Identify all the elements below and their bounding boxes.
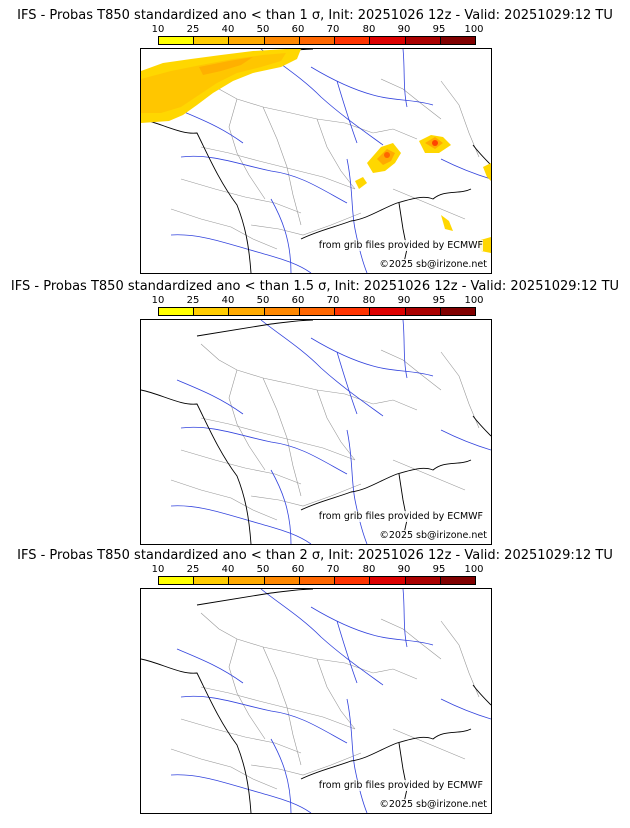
color-swatch: [299, 577, 336, 584]
france-basemap: [141, 320, 491, 544]
scale-labels: 10 25 40 50 60 70 80 90 95 100: [140, 564, 500, 576]
color-swatch: [264, 308, 300, 315]
probability-overlay: [141, 49, 491, 253]
color-swatch: [370, 577, 406, 584]
map-panel-1: IFS - Probas T850 standardized ano < tha…: [0, 8, 630, 278]
color-scale-bar: [158, 576, 476, 585]
scale-label: 95: [432, 24, 446, 35]
scale-label: 60: [291, 564, 305, 575]
scale-label: 10: [151, 295, 165, 306]
color-swatch: [229, 577, 265, 584]
scale-label: 25: [186, 295, 200, 306]
color-swatch: [194, 577, 230, 584]
scale-label: 50: [256, 564, 270, 575]
color-swatch: [229, 37, 265, 44]
scale-label: 60: [291, 24, 305, 35]
color-swatch: [159, 577, 195, 584]
color-swatch: [440, 577, 475, 584]
color-swatch: [229, 308, 265, 315]
source-credit: from grib files provided by ECMWF: [318, 240, 483, 251]
color-swatch: [370, 308, 406, 315]
france-basemap: [141, 589, 491, 813]
color-swatch: [264, 577, 300, 584]
map-panel-2: IFS - Probas T850 standardized ano < tha…: [0, 279, 630, 549]
scale-label: 80: [362, 564, 376, 575]
color-swatch: [335, 308, 371, 315]
color-swatch: [159, 37, 195, 44]
scale-label: 90: [397, 295, 411, 306]
scale-label: 70: [326, 295, 340, 306]
scale-label: 40: [221, 564, 235, 575]
scale-label: 40: [221, 24, 235, 35]
france-basemap: [141, 49, 491, 273]
color-swatch: [264, 37, 300, 44]
map-frame: from grib files provided by ECMWF ©2025 …: [140, 588, 492, 814]
color-swatch: [299, 37, 336, 44]
scale-label: 70: [326, 24, 340, 35]
scale-label: 80: [362, 24, 376, 35]
scale-label: 50: [256, 295, 270, 306]
scale-label: 40: [221, 295, 235, 306]
scale-label: 25: [186, 564, 200, 575]
copyright: ©2025 sb@irizone.net: [379, 799, 487, 810]
color-swatch: [159, 308, 195, 315]
scale-label: 100: [464, 564, 484, 575]
map-panel-3: IFS - Probas T850 standardized ano < tha…: [0, 548, 630, 818]
scale-label: 100: [464, 295, 484, 306]
panel-title: IFS - Probas T850 standardized ano < tha…: [10, 279, 620, 294]
copyright: ©2025 sb@irizone.net: [379, 259, 487, 270]
copyright: ©2025 sb@irizone.net: [379, 530, 487, 541]
scale-label: 90: [397, 564, 411, 575]
scale-labels: 10 25 40 50 60 70 80 90 95 100: [140, 24, 500, 36]
color-swatch: [335, 37, 371, 44]
scale-label: 95: [432, 295, 446, 306]
scale-label: 90: [397, 24, 411, 35]
color-swatch: [440, 37, 475, 44]
color-scale-bar: [158, 307, 476, 316]
panel-title: IFS - Probas T850 standardized ano < tha…: [17, 8, 613, 23]
color-scale-bar: [158, 36, 476, 45]
color-swatch: [299, 308, 336, 315]
scale-label: 50: [256, 24, 270, 35]
scale-label: 100: [464, 24, 484, 35]
color-swatch: [370, 37, 406, 44]
scale-label: 60: [291, 295, 305, 306]
map-frame: from grib files provided by ECMWF ©2025 …: [140, 48, 492, 274]
color-swatch: [405, 577, 441, 584]
color-swatch: [194, 308, 230, 315]
scale-labels: 10 25 40 50 60 70 80 90 95 100: [140, 295, 500, 307]
scale-label: 10: [151, 24, 165, 35]
scale-label: 80: [362, 295, 376, 306]
panel-title: IFS - Probas T850 standardized ano < tha…: [17, 548, 613, 563]
source-credit: from grib files provided by ECMWF: [318, 511, 483, 522]
color-swatch: [335, 577, 371, 584]
map-frame: from grib files provided by ECMWF ©2025 …: [140, 319, 492, 545]
scale-label: 10: [151, 564, 165, 575]
color-swatch: [405, 37, 441, 44]
color-swatch: [194, 37, 230, 44]
scale-label: 25: [186, 24, 200, 35]
source-credit: from grib files provided by ECMWF: [318, 780, 483, 791]
scale-label: 70: [326, 564, 340, 575]
color-swatch: [405, 308, 441, 315]
color-swatch: [440, 308, 475, 315]
scale-label: 95: [432, 564, 446, 575]
